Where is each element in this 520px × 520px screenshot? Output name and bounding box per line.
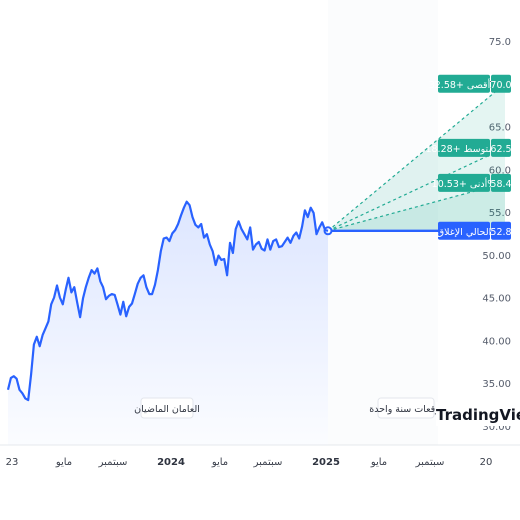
x-axis: 23 مايو سبتمبر 2024 مايو سبتمبر 2025 مايو سبتمبر… (6, 457, 493, 468)
x-tick-label: 23 (6, 457, 19, 468)
forecast-tag-label: متوسط +18.28% (425, 144, 502, 155)
y-tick-label: 65.0 (489, 123, 511, 134)
forecast-tag-label-box (438, 173, 490, 192)
forecast-tag-label: الحالي الإغلاق (437, 227, 491, 238)
forecast-tag-value-box (491, 74, 511, 93)
forecast-tag-value-box (491, 221, 511, 240)
forecast-tag-label: أقصى +32.58% (429, 78, 500, 91)
forecast-tag-value: 58.4 (490, 179, 511, 190)
forecast-tag-label-box (438, 74, 490, 93)
forecast-line-avg (327, 147, 506, 232)
y-tick-label: 45.00 (482, 294, 511, 305)
forecast-tag-current: الحالي الإغلاق 52.8 (437, 221, 512, 240)
y-tick-label: 35.00 (482, 379, 511, 390)
x-tick-label: 20 (480, 457, 493, 468)
period-label-future: توقعات سنة واحدة (369, 397, 443, 419)
forecast-tag-label-box (438, 138, 490, 157)
forecast-tag-label-box (438, 221, 490, 240)
x-tick-label: سبتمبر (98, 457, 128, 468)
series-line (6, 200, 329, 402)
x-tick-label: مايو (211, 457, 228, 468)
y-tick-label: 55.0 (489, 208, 511, 219)
series-area (8, 201, 328, 445)
x-tick-label: مايو (55, 457, 72, 468)
forecast-tags: أقصى +32.58%70.0 متوسط +18.28%62.5 أدنى +1… (425, 74, 512, 240)
y-tick-label: 30.00 (482, 422, 511, 433)
forecast-tag-min: أدنى +10.53%58.4 (432, 173, 512, 192)
x-tick-label: سبتمبر (253, 457, 283, 468)
y-tick-label: 75.0 (489, 37, 511, 48)
period-label-future-text: توقعات سنة واحدة (369, 404, 443, 415)
x-tick-label: 2025 (312, 457, 340, 468)
y-tick-label: 60.0 (489, 165, 511, 176)
forecast-tag-value-box (491, 173, 511, 192)
forecast-tag-value: 62.5 (490, 144, 511, 155)
forecast-line-max (327, 83, 506, 232)
forecast-tag-avg: متوسط +18.28%62.5 (425, 138, 512, 157)
forecast-tag-max: أقصى +32.58%70.0 (429, 74, 512, 93)
forecast-tag-value: 70.0 (490, 80, 511, 91)
x-tick-label: سبتمبر (415, 457, 445, 468)
forecast-tag-value: 52.8 (490, 227, 511, 238)
y-tick-label: 50.00 (482, 251, 511, 262)
period-label-past-text: العامان الماضيان (134, 404, 200, 415)
x-tick-label: مايو (370, 457, 387, 468)
tradingview-logo: TradingView (436, 402, 520, 426)
forecast-tag-value-box (491, 138, 511, 157)
y-tick-label: 40.00 (482, 336, 511, 347)
x-tick-label: 2024 (157, 457, 185, 468)
period-label-past: العامان الماضيان (134, 397, 200, 419)
tradingview-logo-text: TradingView (436, 406, 520, 424)
price-series (6, 200, 329, 445)
forecast-tag-label: أدنى +10.53% (432, 177, 497, 190)
